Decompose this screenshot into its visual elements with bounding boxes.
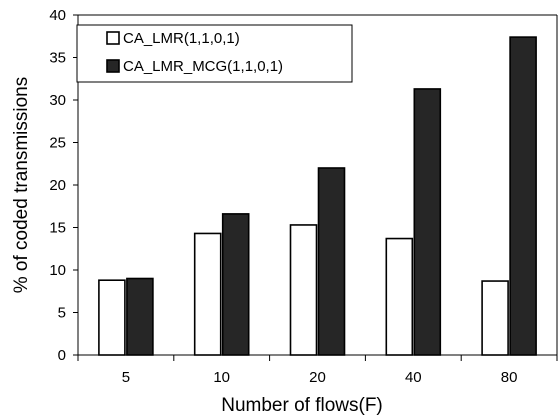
y-tick-label: 5 <box>58 305 66 322</box>
y-tick-label: 15 <box>49 220 66 237</box>
x-axis-title: Number of flows(F) <box>221 395 383 416</box>
bar-ca-lmr-mcg <box>509 36 537 356</box>
x-tick-label: 20 <box>309 369 326 386</box>
x-tick-label: 10 <box>213 369 230 386</box>
bar-ca-lmr <box>98 279 126 356</box>
legend-swatch-ca-lmr-mcg <box>106 59 120 73</box>
bar-ca-lmr <box>193 232 222 356</box>
y-tick-label: 35 <box>49 50 66 67</box>
bar-ca-lmr <box>481 280 509 356</box>
legend-box <box>76 24 353 83</box>
y-tick-label: 40 <box>49 7 66 24</box>
y-tick-label: 0 <box>58 347 66 364</box>
legend-label-ca-lmr: CA_LMR(1,1,0,1) <box>123 30 240 47</box>
x-axis: 5 10 20 40 80 <box>77 354 558 386</box>
y-axis-title: % of coded transmissions <box>11 77 32 294</box>
x-tick-label: 5 <box>122 369 130 386</box>
bar-ca-lmr <box>289 224 318 356</box>
y-tick-label: 25 <box>49 135 66 152</box>
bars <box>98 36 537 356</box>
y-tick-label: 10 <box>49 262 66 279</box>
bar-ca-lmr-mcg <box>413 88 442 356</box>
x-tick-label: 80 <box>501 369 518 386</box>
legend: CA_LMR(1,1,0,1) CA_LMR_MCG(1,1,0,1) <box>76 24 353 83</box>
bar-ca-lmr <box>385 237 414 356</box>
y-axis: 0 5 10 15 20 25 30 35 40 <box>49 7 79 364</box>
y-tick-label: 30 <box>49 92 66 109</box>
bar-ca-lmr-mcg <box>126 277 154 356</box>
legend-label-ca-lmr-mcg: CA_LMR_MCG(1,1,0,1) <box>123 58 283 75</box>
bar-ca-lmr-mcg <box>317 167 346 356</box>
plot-frame <box>78 14 558 355</box>
y-tick-label: 20 <box>49 177 66 194</box>
legend-swatch-ca-lmr <box>106 31 120 45</box>
x-tick-label: 40 <box>405 369 422 386</box>
bar-ca-lmr-mcg <box>221 213 250 356</box>
